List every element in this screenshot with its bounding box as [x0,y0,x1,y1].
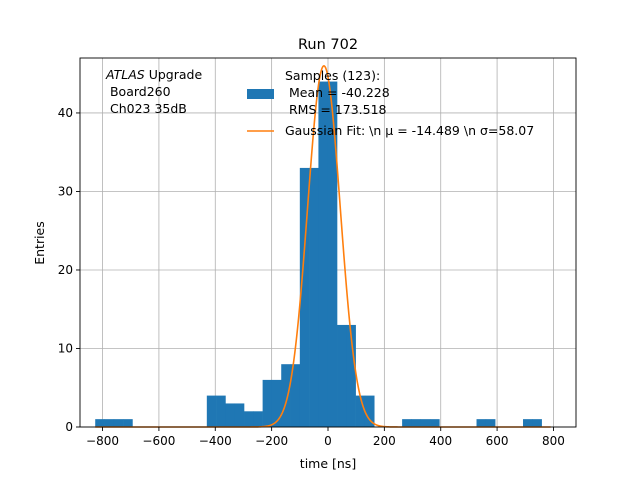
legend-histogram-line-3: RMS = 173.518 [285,102,387,117]
histogram-bar [523,419,533,427]
histogram-bar [430,419,440,427]
histogram-bar [299,167,310,427]
x-tick-label: 600 [486,434,509,448]
upgrade-label: Upgrade [145,67,203,82]
legend-histogram-line-2: Mean = -40.228 [285,85,390,100]
x-axis-ticks: −800 −600 −400 −200 0 200 400 600 800 [86,427,565,448]
histogram-bar [309,167,319,427]
histogram-bar [290,364,301,427]
histogram-bar [420,419,431,427]
annotation-line-1: ATLAS Upgrade [105,67,202,82]
y-tick-label: 30 [58,184,73,198]
histogram-bar [113,419,124,427]
x-tick-label: 800 [542,434,565,448]
annotation-line-3: Ch023 35dB [106,101,187,116]
x-tick-label: −400 [199,434,232,448]
y-axis-ticks: 0 10 20 30 40 [58,106,80,434]
y-tick-label: 0 [65,420,73,434]
histogram-bar [206,395,217,427]
atlas-annotation: ATLAS Upgrade Board260 Ch023 35dB [105,67,202,116]
x-tick-label: −600 [142,434,175,448]
x-tick-label: 400 [429,434,452,448]
histogram-bar [411,419,422,427]
histogram-bar [346,324,356,427]
histogram-bar [355,395,366,427]
histogram-bar [262,379,273,427]
y-tick-label: 10 [58,341,73,355]
y-tick-label: 20 [58,263,73,277]
chart-title: Run 702 [298,37,358,53]
x-tick-label: −800 [86,434,119,448]
histogram-bar [104,419,115,427]
legend-histogram-line-1: Samples (123): [285,68,380,83]
histogram-bar [253,411,263,427]
histogram-bar [337,324,347,427]
histogram-bar [318,81,329,427]
legend-histogram-swatch [247,89,274,99]
histogram-bar [271,379,282,427]
histogram-bar [327,81,338,427]
histogram-bar [476,419,487,427]
x-tick-label: 0 [324,434,332,448]
x-axis-label: time [ns] [300,456,356,471]
legend: Samples (123): Mean = -40.228 RMS = 173.… [247,68,534,138]
y-axis-label: Entries [32,221,47,265]
y-tick-label: 40 [58,106,73,120]
histogram-bar [95,419,105,427]
histogram-bar [485,419,496,427]
histogram-bar [281,364,291,427]
histogram-bar [123,419,133,427]
legend-fit-label: Gaussian Fit: \n μ = -14.489 \n σ=58.07 [285,123,534,138]
histogram-bar [244,411,254,427]
histogram-bar [234,403,245,427]
atlas-italic-label: ATLAS [105,67,145,82]
x-tick-label: −200 [255,434,288,448]
x-tick-label: 200 [373,434,396,448]
histogram-bar [532,419,542,427]
histogram-bar [364,395,375,427]
histogram-bar [402,419,412,427]
plot-frame [79,57,577,428]
histogram-bar [225,403,236,427]
histogram-bars [95,81,542,427]
annotation-line-2: Board260 [106,84,171,99]
histogram-bar [216,395,226,427]
